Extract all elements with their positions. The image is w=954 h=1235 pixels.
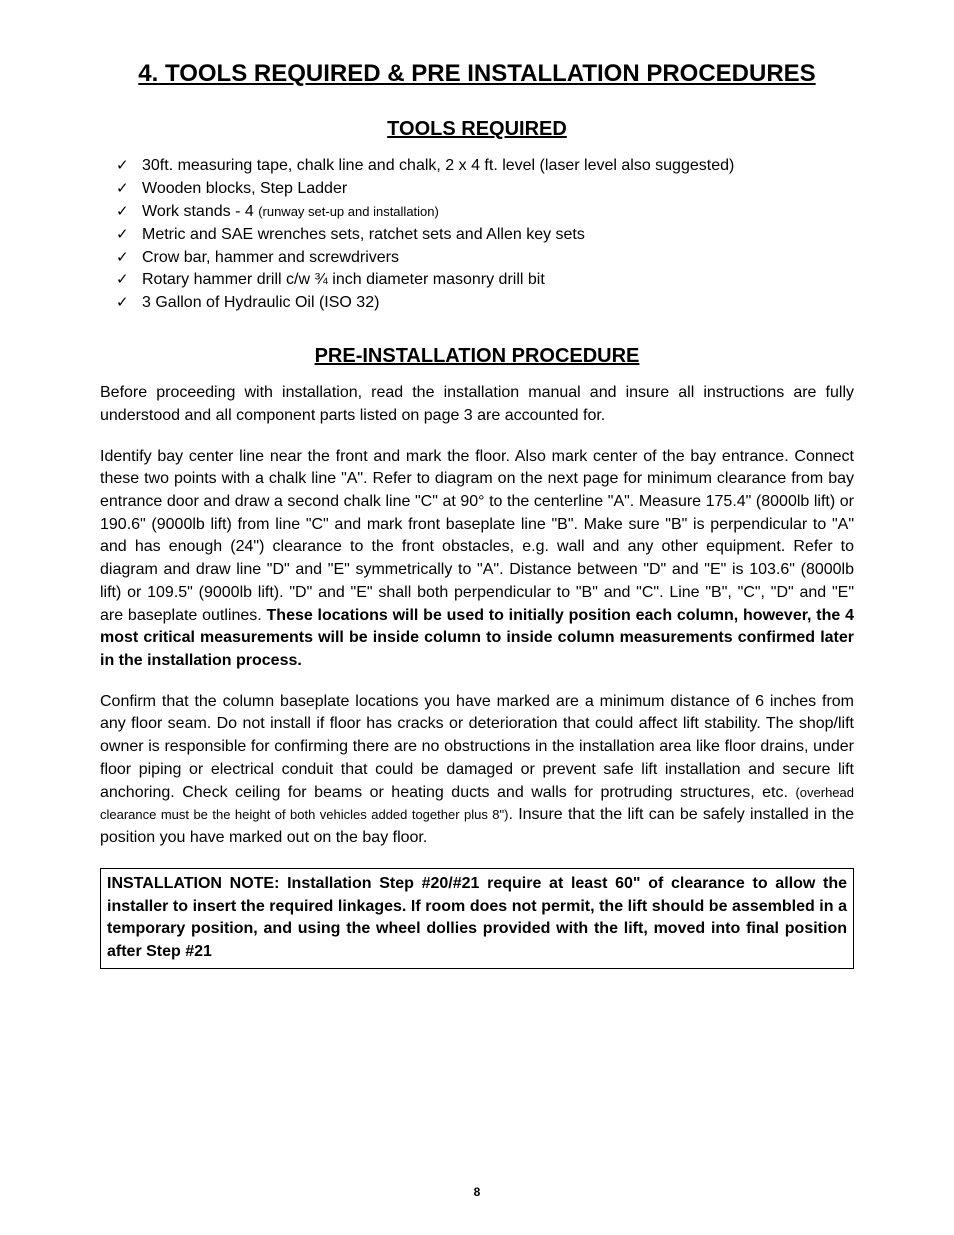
procedure-section-title: PRE-INSTALLATION PROCEDURE — [100, 345, 854, 368]
item-text: Wooden blocks, Step Ladder — [142, 180, 347, 197]
list-item: Wooden blocks, Step Ladder — [116, 178, 854, 201]
item-text: 3 Gallon of Hydraulic Oil (ISO 32) — [142, 294, 379, 311]
paragraph-3: Confirm that the column baseplate locati… — [100, 691, 854, 850]
list-item: Metric and SAE wrenches sets, ratchet se… — [116, 224, 854, 247]
item-text: Metric and SAE wrenches sets, ratchet se… — [142, 226, 585, 243]
item-text: 30ft. measuring tape, chalk line and cha… — [142, 157, 734, 174]
note-text: INSTALLATION NOTE: Installation Step #20… — [107, 873, 847, 964]
main-title: 4. TOOLS REQUIRED & PRE INSTALLATION PRO… — [100, 60, 854, 88]
tools-section-title: TOOLS REQUIRED — [100, 118, 854, 141]
paragraph-2: Identify bay center line near the front … — [100, 446, 854, 673]
list-item: Rotary hammer drill c/w ¾ inch diameter … — [116, 269, 854, 292]
page-number: 8 — [0, 1185, 954, 1199]
paragraph-1: Before proceeding with installation, rea… — [100, 382, 854, 427]
para2-normal: Identify bay center line near the front … — [100, 448, 854, 624]
item-suffix-small: (runway set-up and installation) — [258, 204, 439, 219]
list-item: Work stands - 4 (runway set-up and insta… — [116, 201, 854, 224]
procedure-section: PRE-INSTALLATION PROCEDURE Before procee… — [100, 345, 854, 969]
list-item: 3 Gallon of Hydraulic Oil (ISO 32) — [116, 292, 854, 315]
item-text: Work stands - 4 — [142, 203, 258, 220]
list-item: Crow bar, hammer and screwdrivers — [116, 247, 854, 270]
para3-part1: Confirm that the column baseplate locati… — [100, 693, 854, 801]
list-item: 30ft. measuring tape, chalk line and cha… — [116, 155, 854, 178]
item-text: Crow bar, hammer and screwdrivers — [142, 249, 399, 266]
tools-list: 30ft. measuring tape, chalk line and cha… — [100, 155, 854, 315]
installation-note-box: INSTALLATION NOTE: Installation Step #20… — [100, 868, 854, 969]
item-text: Rotary hammer drill c/w ¾ inch diameter … — [142, 271, 545, 288]
